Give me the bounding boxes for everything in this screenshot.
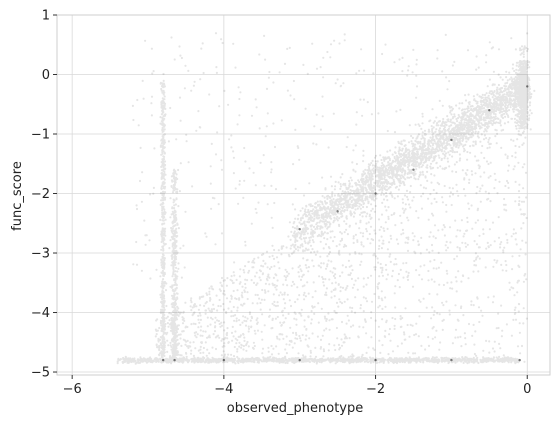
x-axis-ticks: −6 −4 −2 0 — [63, 375, 531, 397]
data-point — [298, 358, 301, 362]
data-point — [298, 228, 301, 231]
data-point — [412, 168, 415, 171]
data-point — [222, 358, 226, 362]
y-tick-label: −5 — [31, 366, 50, 381]
data-point — [161, 358, 165, 362]
plot-frame — [56, 14, 551, 376]
grid — [57, 14, 550, 375]
y-tick-label: −4 — [31, 306, 50, 321]
y-tick-label: −3 — [31, 247, 50, 262]
y-tick-label: 1 — [42, 9, 50, 24]
x-axis-title: observed_phenotype — [227, 401, 364, 416]
x-tick-label: −4 — [214, 382, 233, 397]
y-axis-title: func_score — [10, 161, 25, 231]
data-point — [374, 358, 377, 362]
data-point — [173, 358, 176, 362]
y-axis-ticks: 1 0 −1 −2 −3 −4 −5 — [31, 9, 57, 381]
x-tick-label: 0 — [523, 382, 531, 397]
y-tick-label: −2 — [31, 187, 50, 202]
plot-area — [57, 15, 550, 375]
data-point — [526, 85, 529, 88]
y-tick-label: 0 — [42, 68, 50, 83]
data-point — [450, 358, 453, 362]
y-tick-label: −1 — [31, 128, 50, 143]
data-point — [374, 192, 377, 195]
data-point — [450, 138, 453, 142]
x-tick-label: −6 — [63, 382, 82, 397]
data-point — [336, 210, 339, 213]
data-point — [488, 109, 491, 112]
x-tick-label: −2 — [366, 382, 385, 397]
data-point — [518, 358, 521, 362]
scatter-points — [116, 32, 536, 365]
scatter-point-cloud — [116, 32, 536, 365]
